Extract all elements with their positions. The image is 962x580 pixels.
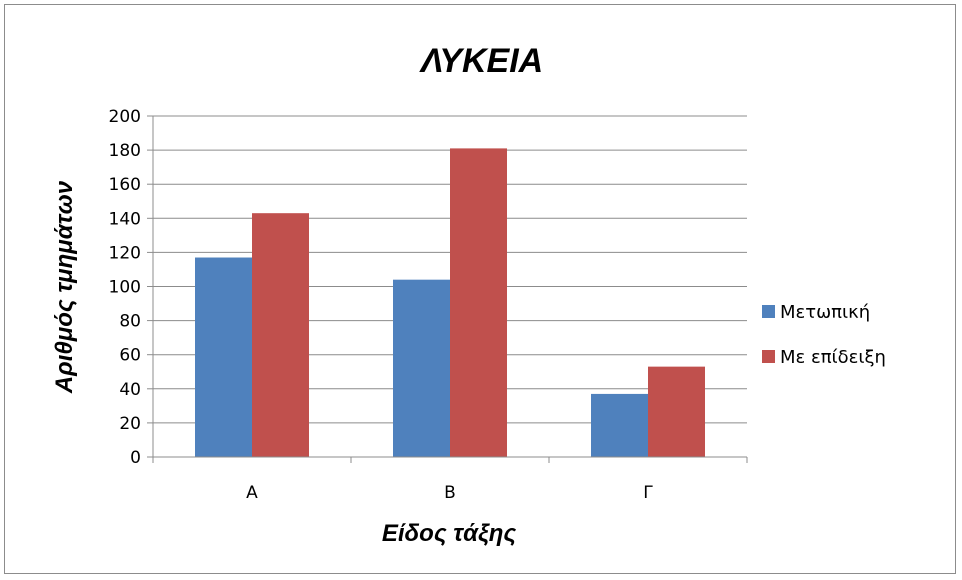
y-tick-labels: 0 20 40 60 80 100 120 140 160 180 200: [109, 107, 141, 468]
x-tick-labels: Α Β Γ: [246, 483, 653, 503]
y-tick-label: 20: [119, 414, 141, 434]
y-tick-label: 100: [109, 278, 141, 298]
legend-swatch: [762, 305, 775, 318]
x-tick-label: Β: [444, 483, 456, 503]
axes: [152, 116, 748, 463]
x-tick-label: Α: [246, 483, 258, 503]
bar: [195, 257, 252, 457]
x-tick-label: Γ: [643, 483, 653, 503]
x-axis-label: Είδος τάξης: [382, 520, 517, 547]
y-tick-label: 0: [130, 448, 141, 468]
y-tick-label: 60: [119, 346, 141, 366]
bars: [195, 148, 705, 457]
bar: [591, 393, 648, 457]
y-tick-label: 160: [109, 175, 141, 195]
y-tick-label: 200: [109, 107, 141, 127]
y-tick-label: 80: [119, 312, 141, 332]
y-tick-label: 120: [109, 243, 141, 263]
bar: [393, 279, 450, 457]
y-tick-label: 40: [119, 380, 141, 400]
chart-title: ΛΥΚΕΙΑ: [419, 42, 543, 80]
y-axis-label: Αριθμός τμημάτων: [51, 180, 78, 394]
legend: Μετωπική Με επίδειξη: [762, 302, 886, 368]
bar: [450, 148, 507, 457]
bar: [648, 366, 705, 457]
y-tick-label: 180: [109, 141, 141, 161]
bar: [252, 213, 309, 457]
legend-swatch: [762, 350, 775, 363]
legend-label: Μετωπική: [780, 302, 870, 323]
legend-label: Με επίδειξη: [780, 347, 886, 368]
y-tick-label: 140: [109, 209, 141, 229]
